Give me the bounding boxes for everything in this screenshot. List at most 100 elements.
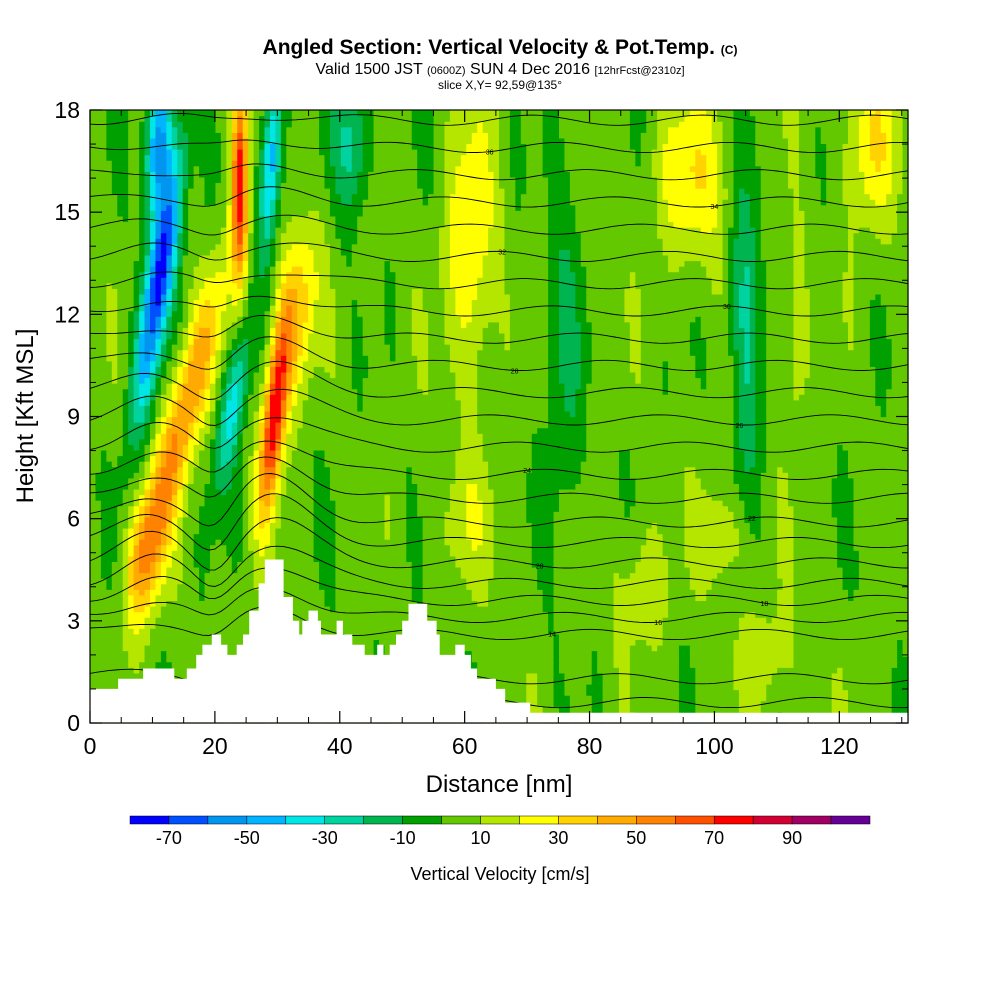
velocity-cell — [499, 589, 506, 596]
velocity-cell — [460, 594, 467, 601]
velocity-cell — [826, 639, 833, 646]
velocity-cell — [717, 578, 724, 585]
velocity-cell — [106, 605, 113, 613]
velocity-cell — [280, 539, 287, 546]
velocity-cell — [406, 583, 413, 590]
velocity-cell — [417, 555, 424, 562]
velocity-cell — [515, 644, 522, 652]
velocity-cell — [837, 656, 844, 663]
velocity-cell — [804, 572, 811, 579]
velocity-cell — [188, 600, 195, 607]
velocity-cell — [755, 572, 762, 579]
velocity-cell — [760, 656, 767, 663]
velocity-cell — [226, 644, 233, 652]
velocity-cell — [553, 644, 560, 652]
velocity-cell — [564, 700, 571, 707]
velocity-cell — [640, 644, 647, 652]
velocity-cell — [575, 594, 582, 601]
velocity-cell — [553, 539, 560, 546]
velocity-cell — [591, 639, 598, 646]
velocity-cell — [902, 678, 909, 685]
velocity-cell — [280, 550, 287, 557]
velocity-cell — [657, 611, 664, 618]
velocity-cell — [411, 589, 418, 596]
velocity-cell — [749, 589, 756, 596]
velocity-cell — [111, 566, 118, 574]
velocity-cell — [848, 605, 855, 613]
velocity-cell — [777, 700, 784, 707]
velocity-cell — [749, 667, 756, 674]
velocity-cell — [738, 695, 745, 702]
velocity-cell — [482, 578, 489, 585]
velocity-cell — [537, 555, 544, 562]
velocity-cell — [95, 561, 102, 568]
velocity-cell — [111, 683, 118, 691]
velocity-cell — [853, 600, 860, 607]
velocity-cell — [766, 656, 773, 663]
velocity-cell — [613, 656, 620, 663]
velocity-cell — [706, 572, 713, 579]
velocity-cell — [531, 656, 538, 663]
velocity-cell — [548, 544, 555, 551]
velocity-cell — [428, 555, 435, 562]
velocity-cell — [575, 689, 582, 696]
velocity-cell — [902, 689, 909, 696]
velocity-cell — [891, 617, 898, 624]
velocity-cell — [526, 611, 533, 618]
velocity-cell — [700, 667, 707, 674]
velocity-cell — [428, 617, 435, 624]
velocity-cell — [100, 650, 107, 657]
velocity-cell — [755, 539, 762, 546]
velocity-cell — [439, 539, 446, 546]
velocity-cell — [193, 539, 200, 546]
velocity-cell — [460, 550, 467, 557]
velocity-cell — [782, 561, 789, 568]
velocity-cell — [722, 639, 729, 646]
velocity-cell — [706, 583, 713, 590]
velocity-cell — [738, 706, 745, 713]
velocity-cell — [738, 644, 745, 652]
velocity-cell — [733, 667, 740, 674]
velocity-cell — [133, 600, 140, 607]
velocity-cell — [624, 622, 631, 629]
velocity-cell — [220, 611, 227, 618]
velocity-cell — [820, 706, 827, 713]
velocity-cell — [815, 561, 822, 568]
velocity-cell — [569, 689, 576, 696]
velocity-cell — [160, 656, 167, 663]
velocity-cell — [902, 555, 909, 562]
velocity-cell — [384, 566, 391, 574]
velocity-cell — [684, 578, 691, 585]
velocity-cell — [722, 583, 729, 590]
velocity-cell — [460, 539, 467, 546]
velocity-cell — [449, 539, 456, 546]
velocity-cell — [460, 572, 467, 579]
velocity-cell — [542, 583, 549, 590]
velocity-cell — [646, 572, 653, 579]
velocity-cell — [226, 555, 233, 562]
velocity-cell — [499, 622, 506, 629]
velocity-cell — [226, 544, 233, 551]
velocity-cell — [389, 583, 396, 590]
velocity-cell — [651, 689, 658, 696]
velocity-cell — [537, 672, 544, 680]
velocity-cell — [379, 550, 386, 557]
velocity-cell — [880, 583, 887, 590]
velocity-cell — [597, 706, 604, 713]
velocity-cell — [466, 583, 473, 590]
velocity-cell — [760, 611, 767, 618]
velocity-cell — [744, 644, 751, 652]
velocity-cell — [291, 544, 298, 551]
velocity-cell — [548, 672, 555, 680]
velocity-cell — [886, 550, 893, 557]
velocity-cell — [499, 661, 506, 668]
velocity-cell — [133, 605, 140, 613]
velocity-cell — [728, 617, 735, 624]
velocity-cell — [346, 572, 353, 579]
velocity-cell — [493, 594, 500, 601]
velocity-cell — [586, 544, 593, 551]
velocity-cell — [602, 683, 609, 691]
velocity-cell — [788, 639, 795, 646]
velocity-cell — [155, 633, 162, 641]
velocity-cell — [509, 683, 516, 691]
